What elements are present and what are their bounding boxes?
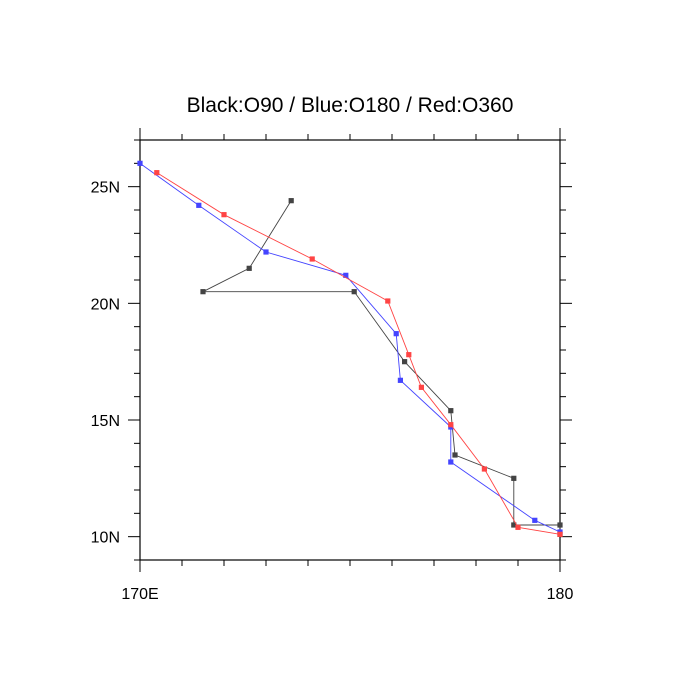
y-tick-label: 20N [91,296,120,313]
series-point [418,384,424,390]
series-line [156,172,561,535]
series-point [557,531,563,537]
series-line [202,200,561,535]
series-point [309,256,315,262]
y-tick-label: 15N [91,413,120,430]
series-1 [137,160,563,535]
series-point [246,265,252,271]
series-point [263,249,269,255]
series-point [351,289,357,295]
series-point [200,289,206,295]
series-point [393,331,399,337]
series-point [397,377,403,383]
series-line [139,162,561,533]
chart-title: Black:O90 / Blue:O180 / Red:O360 [187,94,514,117]
plot-frame [139,139,561,561]
series-point [452,452,458,458]
series-point [343,272,349,278]
series-point [448,422,454,428]
series-point [288,198,294,204]
series-point [511,475,517,481]
series-2 [154,170,563,537]
series-point [385,298,391,304]
series-point [402,359,408,365]
series-point [448,408,454,414]
axis-ticks [128,128,572,572]
x-tick-label: 170E [121,586,158,603]
series-point [154,170,160,176]
series-point [406,352,412,358]
series-point [515,524,521,530]
data-series [137,160,563,537]
series-point [137,160,143,166]
series-point [511,522,517,528]
y-tick-label: 25N [91,180,120,197]
x-tick-label: 180 [547,586,574,603]
series-point [448,459,454,465]
series-0 [200,198,563,537]
series-point [557,522,563,528]
y-tick-label: 10N [91,530,120,547]
series-point [221,212,227,218]
axis-tick-labels: 170E 180 10N 15N 20N 25N [91,180,574,603]
series-point [532,517,538,523]
series-point [196,202,202,208]
series-point [481,466,487,472]
